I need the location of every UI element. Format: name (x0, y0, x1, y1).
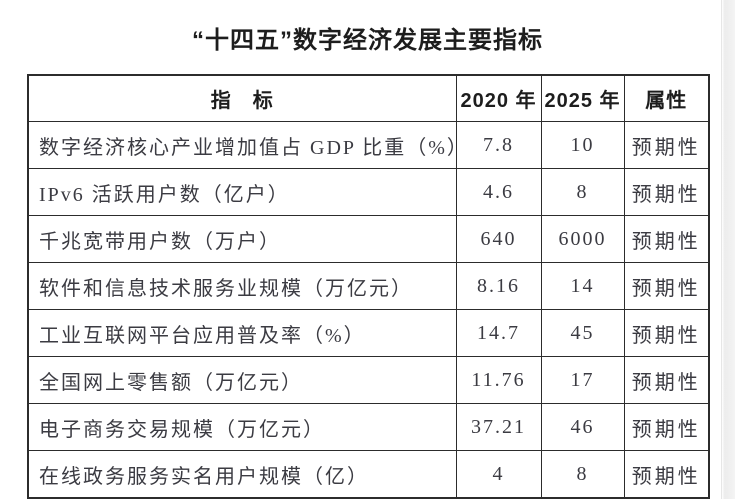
table-row: 工业互联网平台应用普及率（%） 14.7 45 预期性 (27, 309, 710, 357)
attribute-cell: 预期性 (623, 356, 710, 404)
value-2025-cell: 14 (540, 262, 625, 310)
value-2020-cell: 37.21 (455, 403, 542, 451)
value-2020-cell: 640 (455, 215, 542, 263)
table-row: 千兆宽带用户数（万户） 640 6000 预期性 (27, 215, 710, 263)
indicator-cell: 软件和信息技术服务业规模（万亿元） (27, 262, 457, 310)
value-2025-cell: 6000 (540, 215, 625, 263)
indicator-cell: 数字经济核心产业增加值占 GDP 比重（%） (27, 121, 457, 169)
table-row: 在线政务服务实名用户规模（亿） 4 8 预期性 (27, 450, 710, 499)
value-2025-cell: 8 (540, 450, 625, 499)
table-header-row: 指 标 2020 年 2025 年 属性 (27, 74, 710, 122)
value-2020-cell: 14.7 (455, 309, 542, 357)
table-row: 全国网上零售额（万亿元） 11.76 17 预期性 (27, 356, 710, 404)
value-2025-cell: 8 (540, 168, 625, 216)
col-header-indicator: 指 标 (27, 74, 457, 122)
table-body: 数字经济核心产业增加值占 GDP 比重（%） 7.8 10 预期性 IPv6 活… (27, 121, 710, 499)
indicator-cell: 工业互联网平台应用普及率（%） (27, 309, 457, 357)
col-header-2020: 2020 年 (455, 74, 542, 122)
table-row: 电子商务交易规模（万亿元） 37.21 46 预期性 (27, 403, 710, 451)
indicator-cell: 在线政务服务实名用户规模（亿） (27, 450, 457, 499)
attribute-cell: 预期性 (623, 309, 710, 357)
attribute-cell: 预期性 (623, 262, 710, 310)
table-row: IPv6 活跃用户数（亿户） 4.6 8 预期性 (27, 168, 710, 216)
value-2025-cell: 10 (540, 121, 625, 169)
indicators-table: 指 标 2020 年 2025 年 属性 数字经济核心产业增加值占 GDP 比重… (27, 74, 710, 499)
indicator-cell: 电子商务交易规模（万亿元） (27, 403, 457, 451)
attribute-cell: 预期性 (623, 121, 710, 169)
indicator-cell: 千兆宽带用户数（万户） (27, 215, 457, 263)
value-2020-cell: 8.16 (455, 262, 542, 310)
value-2025-cell: 46 (540, 403, 625, 451)
table-row: 数字经济核心产业增加值占 GDP 比重（%） 7.8 10 预期性 (27, 121, 710, 169)
attribute-cell: 预期性 (623, 168, 710, 216)
value-2025-cell: 45 (540, 309, 625, 357)
value-2025-cell: 17 (540, 356, 625, 404)
indicator-cell: IPv6 活跃用户数（亿户） (27, 168, 457, 216)
attribute-cell: 预期性 (623, 450, 710, 499)
value-2020-cell: 11.76 (455, 356, 542, 404)
attribute-cell: 预期性 (623, 215, 710, 263)
page-title: “十四五”数字经济发展主要指标 (192, 27, 543, 54)
indicator-cell: 全国网上零售额（万亿元） (27, 356, 457, 404)
col-header-attribute: 属性 (623, 74, 710, 122)
value-2020-cell: 7.8 (455, 121, 542, 169)
attribute-cell: 预期性 (623, 403, 710, 451)
value-2020-cell: 4.6 (455, 168, 542, 216)
table-row: 软件和信息技术服务业规模（万亿元） 8.16 14 预期性 (27, 262, 710, 310)
col-header-2025: 2025 年 (540, 74, 625, 122)
value-2020-cell: 4 (455, 450, 542, 499)
page-edge-shadow (721, 0, 735, 499)
